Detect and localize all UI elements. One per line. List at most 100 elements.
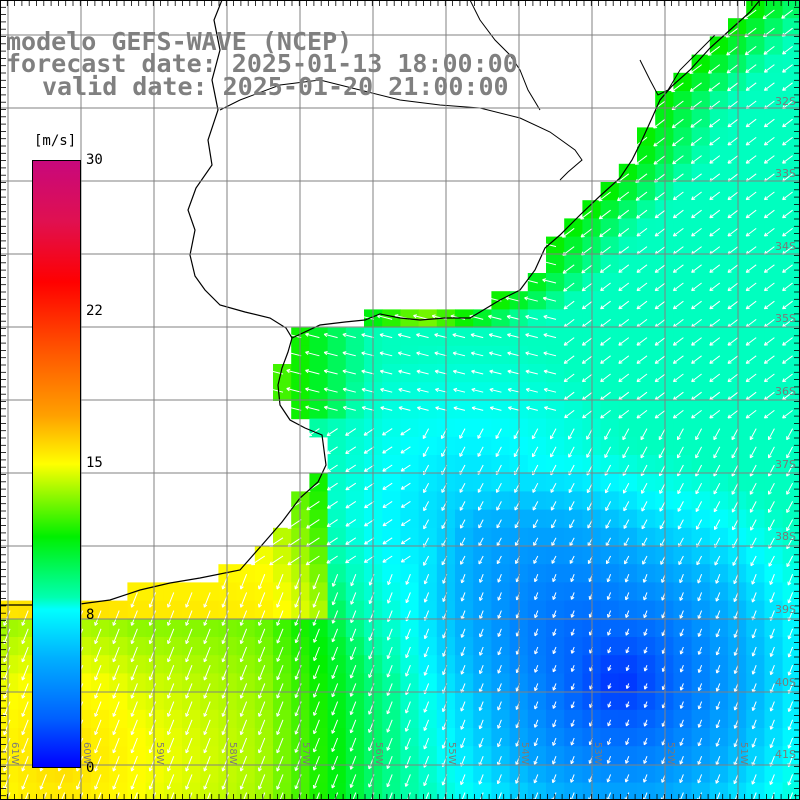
speed-cell — [709, 600, 729, 620]
wind-arrow — [697, 665, 703, 673]
wind-arrow — [552, 646, 557, 655]
speed-cell — [782, 582, 800, 602]
wind-arrow — [497, 665, 502, 674]
speed-cell — [618, 618, 638, 638]
speed-cell — [709, 746, 729, 765]
speed-cell — [782, 618, 800, 638]
wind-arrow — [532, 519, 539, 529]
wind-arrow — [787, 628, 794, 640]
wind-arrow — [690, 137, 702, 146]
speed-cell — [418, 637, 438, 656]
speed-cell — [127, 691, 147, 711]
wind-arrow — [786, 501, 794, 513]
wind-arrow — [112, 756, 120, 772]
speed-cell — [673, 764, 693, 784]
wind-arrow — [709, 410, 721, 419]
speed-cell — [709, 582, 729, 602]
wind-arrow — [423, 592, 430, 603]
speed-cell — [618, 728, 638, 747]
speed-cell — [109, 673, 128, 693]
lat-label: 33S — [775, 167, 796, 180]
wind-arrow — [782, 373, 793, 383]
wind-arrow — [345, 555, 357, 564]
speed-cell — [546, 637, 565, 656]
speed-cell — [309, 764, 329, 784]
speed-cell — [618, 418, 638, 438]
speed-cell — [163, 691, 183, 711]
speed-cell — [491, 418, 511, 438]
speed-cell — [109, 618, 128, 638]
wind-arrow — [751, 665, 757, 675]
wind-arrow — [312, 737, 320, 753]
speed-cell — [546, 655, 565, 674]
speed-cell — [527, 418, 547, 438]
wind-arrow — [691, 300, 702, 310]
speed-cell — [273, 655, 292, 674]
wind-arrow — [188, 792, 193, 800]
wind-arrow — [76, 774, 84, 790]
wind-arrow — [422, 446, 430, 458]
wind-arrow — [562, 264, 575, 274]
speed-cell — [709, 527, 729, 547]
wind-arrow — [543, 369, 557, 375]
speed-cell — [400, 509, 420, 529]
speed-cell — [764, 564, 784, 583]
speed-cell — [400, 418, 420, 438]
wind-arrow — [618, 337, 630, 346]
wind-arrow — [497, 592, 502, 601]
wind-arrow — [305, 332, 320, 339]
wind-arrow — [94, 665, 102, 681]
wind-arrow — [148, 719, 157, 736]
wind-arrow — [563, 282, 575, 292]
wind-arrow — [714, 519, 721, 531]
speed-cell — [291, 527, 310, 547]
wind-arrow — [112, 665, 120, 681]
wind-arrow — [769, 737, 775, 749]
wind-arrow — [94, 628, 102, 645]
speed-cell — [673, 582, 693, 602]
wind-arrow — [709, 137, 721, 146]
speed-cell — [109, 691, 128, 711]
wind-arrow — [751, 646, 757, 657]
wind-arrow — [708, 82, 721, 92]
speed-cell — [291, 564, 310, 583]
wind-arrow — [361, 351, 375, 357]
wind-arrow — [543, 333, 557, 339]
speed-cell — [327, 564, 347, 583]
speed-cell — [546, 746, 565, 765]
speed-cell — [728, 764, 747, 784]
wind-arrow — [533, 756, 539, 765]
speed-cell — [254, 564, 274, 583]
wind-arrow — [653, 137, 666, 147]
wind-arrow — [417, 406, 429, 411]
wind-arrow — [605, 519, 612, 529]
speed-cell — [728, 455, 747, 474]
speed-cell — [273, 673, 292, 693]
wind-arrow — [570, 628, 575, 636]
speed-cell — [764, 509, 784, 529]
wind-arrow — [617, 191, 630, 202]
speed-cell — [182, 691, 201, 711]
wind-arrow — [400, 519, 411, 526]
speed-cell — [218, 764, 238, 784]
wind-arrow — [405, 646, 411, 659]
wind-arrow — [672, 264, 684, 273]
speed-cell — [709, 764, 729, 784]
speed-cell — [145, 709, 165, 729]
wind-arrow — [531, 428, 539, 440]
wind-arrow — [672, 300, 684, 310]
speed-cell — [345, 637, 365, 656]
lat-label: 35S — [775, 312, 796, 325]
wind-arrow — [672, 155, 684, 165]
speed-cell — [473, 582, 492, 602]
wind-arrow — [133, 792, 138, 800]
speed-cell — [455, 582, 474, 602]
wind-arrow — [726, 64, 739, 74]
wind-arrow — [453, 406, 466, 411]
wind-arrow — [563, 337, 575, 346]
speed-cell — [782, 655, 800, 674]
wind-arrow — [570, 719, 575, 727]
speed-cell — [709, 655, 729, 674]
wind-arrow — [497, 701, 502, 711]
speed-cell — [764, 746, 784, 765]
